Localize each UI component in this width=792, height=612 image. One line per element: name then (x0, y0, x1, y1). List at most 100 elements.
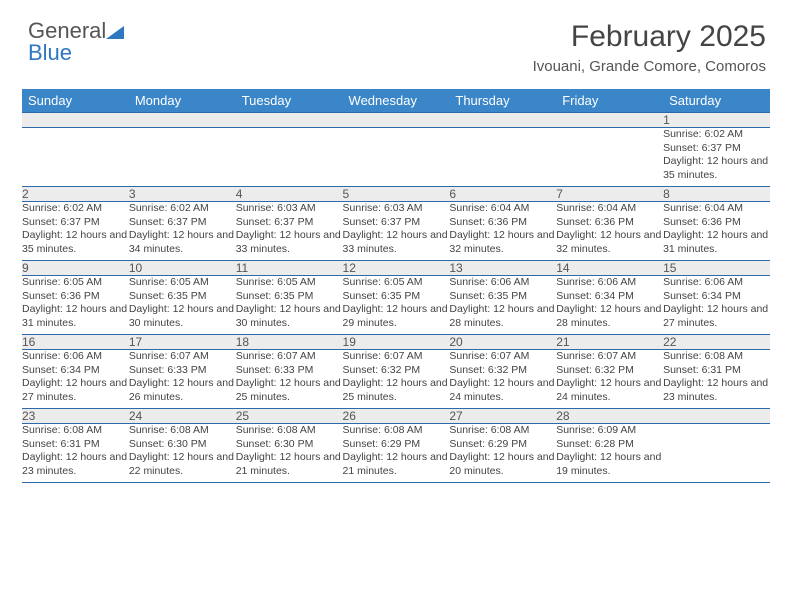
sunrise-text: Sunrise: 6:02 AM (22, 202, 129, 216)
page-title: February 2025 (22, 20, 766, 54)
sunrise-text: Sunrise: 6:07 AM (449, 350, 556, 364)
sunrise-text: Sunrise: 6:08 AM (343, 424, 450, 438)
sunset-text: Sunset: 6:35 PM (129, 290, 236, 304)
sunset-text: Sunset: 6:32 PM (343, 364, 450, 378)
day-header: Thursday (449, 89, 556, 113)
sunrise-text: Sunrise: 6:08 AM (663, 350, 770, 364)
day-detail-cell (22, 128, 129, 187)
day-detail-row: Sunrise: 6:02 AMSunset: 6:37 PMDaylight:… (22, 202, 770, 261)
sunset-text: Sunset: 6:36 PM (449, 216, 556, 230)
day-number-cell: 15 (663, 261, 770, 276)
day-number-cell (129, 113, 236, 128)
day-header: Friday (556, 89, 663, 113)
daylight-text: Daylight: 12 hours and 21 minutes. (343, 451, 450, 478)
sunset-text: Sunset: 6:32 PM (556, 364, 663, 378)
day-detail-row: Sunrise: 6:02 AMSunset: 6:37 PMDaylight:… (22, 128, 770, 187)
sunrise-text: Sunrise: 6:04 AM (449, 202, 556, 216)
day-detail-cell (556, 128, 663, 187)
sunrise-text: Sunrise: 6:09 AM (556, 424, 663, 438)
sunrise-text: Sunrise: 6:05 AM (22, 276, 129, 290)
sunset-text: Sunset: 6:28 PM (556, 438, 663, 452)
day-number-cell: 2 (22, 187, 129, 202)
daylight-text: Daylight: 12 hours and 31 minutes. (663, 229, 770, 256)
day-detail-cell: Sunrise: 6:04 AMSunset: 6:36 PMDaylight:… (663, 202, 770, 261)
daylight-text: Daylight: 12 hours and 23 minutes. (663, 377, 770, 404)
daylight-text: Daylight: 12 hours and 34 minutes. (129, 229, 236, 256)
daylight-text: Daylight: 12 hours and 28 minutes. (556, 303, 663, 330)
sunset-text: Sunset: 6:37 PM (343, 216, 450, 230)
brand-part2: Blue (28, 40, 72, 65)
sunset-text: Sunset: 6:36 PM (22, 290, 129, 304)
daylight-text: Daylight: 12 hours and 22 minutes. (129, 451, 236, 478)
daylight-text: Daylight: 12 hours and 20 minutes. (449, 451, 556, 478)
sail-icon (106, 24, 126, 40)
day-number-cell: 11 (236, 261, 343, 276)
day-number-cell (236, 113, 343, 128)
day-detail-cell (449, 128, 556, 187)
daylight-text: Daylight: 12 hours and 33 minutes. (343, 229, 450, 256)
day-detail-cell: Sunrise: 6:02 AMSunset: 6:37 PMDaylight:… (129, 202, 236, 261)
day-number-cell (22, 113, 129, 128)
day-number-row: 1 (22, 113, 770, 128)
sunrise-text: Sunrise: 6:05 AM (236, 276, 343, 290)
day-number-row: 2345678 (22, 187, 770, 202)
daylight-text: Daylight: 12 hours and 27 minutes. (22, 377, 129, 404)
daylight-text: Daylight: 12 hours and 32 minutes. (449, 229, 556, 256)
day-detail-row: Sunrise: 6:05 AMSunset: 6:36 PMDaylight:… (22, 276, 770, 335)
daylight-text: Daylight: 12 hours and 33 minutes. (236, 229, 343, 256)
day-number-cell: 4 (236, 187, 343, 202)
calendar-table: SundayMondayTuesdayWednesdayThursdayFrid… (22, 89, 770, 483)
sunset-text: Sunset: 6:30 PM (129, 438, 236, 452)
day-detail-row: Sunrise: 6:08 AMSunset: 6:31 PMDaylight:… (22, 424, 770, 483)
sunset-text: Sunset: 6:37 PM (236, 216, 343, 230)
daylight-text: Daylight: 12 hours and 30 minutes. (129, 303, 236, 330)
sunrise-text: Sunrise: 6:04 AM (663, 202, 770, 216)
sunrise-text: Sunrise: 6:06 AM (663, 276, 770, 290)
sunset-text: Sunset: 6:34 PM (22, 364, 129, 378)
day-header: Tuesday (236, 89, 343, 113)
daylight-text: Daylight: 12 hours and 27 minutes. (663, 303, 770, 330)
daylight-text: Daylight: 12 hours and 21 minutes. (236, 451, 343, 478)
title-block: February 2025 Ivouani, Grande Comore, Co… (22, 20, 766, 75)
sunset-text: Sunset: 6:35 PM (236, 290, 343, 304)
sunrise-text: Sunrise: 6:06 AM (449, 276, 556, 290)
daylight-text: Daylight: 12 hours and 28 minutes. (449, 303, 556, 330)
sunrise-text: Sunrise: 6:07 AM (236, 350, 343, 364)
daylight-text: Daylight: 12 hours and 25 minutes. (236, 377, 343, 404)
day-header: Sunday (22, 89, 129, 113)
day-number-cell: 26 (343, 409, 450, 424)
day-number-cell: 6 (449, 187, 556, 202)
sunrise-text: Sunrise: 6:06 AM (22, 350, 129, 364)
day-number-cell: 10 (129, 261, 236, 276)
sunrise-text: Sunrise: 6:08 AM (449, 424, 556, 438)
daylight-text: Daylight: 12 hours and 31 minutes. (22, 303, 129, 330)
day-number-row: 16171819202122 (22, 335, 770, 350)
daylight-text: Daylight: 12 hours and 25 minutes. (343, 377, 450, 404)
day-detail-cell: Sunrise: 6:02 AMSunset: 6:37 PMDaylight:… (663, 128, 770, 187)
sunrise-text: Sunrise: 6:05 AM (129, 276, 236, 290)
day-detail-cell: Sunrise: 6:02 AMSunset: 6:37 PMDaylight:… (22, 202, 129, 261)
day-number-cell: 22 (663, 335, 770, 350)
day-number-cell: 1 (663, 113, 770, 128)
day-detail-cell (236, 128, 343, 187)
day-number-cell: 24 (129, 409, 236, 424)
day-detail-cell: Sunrise: 6:09 AMSunset: 6:28 PMDaylight:… (556, 424, 663, 483)
day-number-cell: 25 (236, 409, 343, 424)
sunrise-text: Sunrise: 6:03 AM (343, 202, 450, 216)
day-detail-cell: Sunrise: 6:08 AMSunset: 6:31 PMDaylight:… (22, 424, 129, 483)
sunrise-text: Sunrise: 6:05 AM (343, 276, 450, 290)
day-detail-cell: Sunrise: 6:07 AMSunset: 6:33 PMDaylight:… (129, 350, 236, 409)
day-number-cell: 5 (343, 187, 450, 202)
day-number-cell: 13 (449, 261, 556, 276)
day-detail-cell: Sunrise: 6:03 AMSunset: 6:37 PMDaylight:… (343, 202, 450, 261)
day-detail-cell: Sunrise: 6:05 AMSunset: 6:35 PMDaylight:… (129, 276, 236, 335)
sunrise-text: Sunrise: 6:04 AM (556, 202, 663, 216)
daylight-text: Daylight: 12 hours and 23 minutes. (22, 451, 129, 478)
day-detail-cell: Sunrise: 6:05 AMSunset: 6:35 PMDaylight:… (343, 276, 450, 335)
day-number-row: 9101112131415 (22, 261, 770, 276)
day-detail-row: Sunrise: 6:06 AMSunset: 6:34 PMDaylight:… (22, 350, 770, 409)
sunset-text: Sunset: 6:29 PM (343, 438, 450, 452)
brand-logo: General Blue (28, 20, 126, 64)
sunrise-text: Sunrise: 6:03 AM (236, 202, 343, 216)
day-number-cell: 12 (343, 261, 450, 276)
